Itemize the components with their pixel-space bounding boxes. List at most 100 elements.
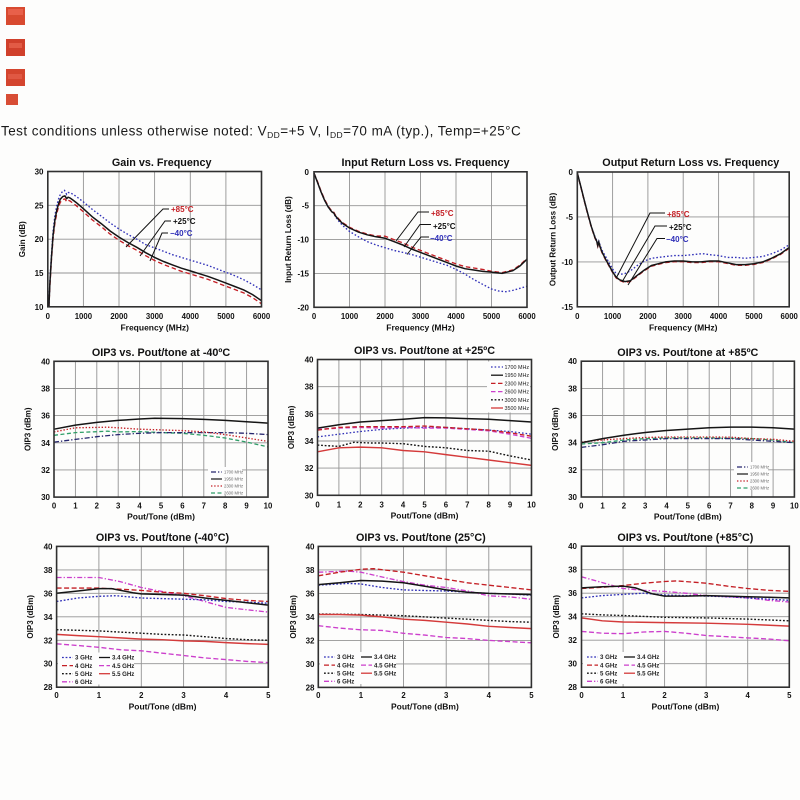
svg-text:-15: -15 — [297, 269, 309, 278]
svg-text:−40°C: −40°C — [170, 229, 193, 238]
svg-text:Pout/Tone (dBm): Pout/Tone (dBm) — [391, 511, 459, 521]
svg-text:-15: -15 — [561, 303, 573, 312]
svg-text:2: 2 — [662, 691, 667, 700]
svg-text:3 GHz: 3 GHz — [600, 654, 617, 661]
svg-text:2: 2 — [358, 501, 363, 510]
svg-text:Output Return Loss vs. Frequen: Output Return Loss vs. Frequency — [602, 157, 779, 169]
svg-text:0: 0 — [575, 312, 580, 321]
svg-text:3000 MHz: 3000 MHz — [505, 398, 530, 404]
svg-text:0: 0 — [46, 312, 51, 321]
svg-text:10: 10 — [35, 303, 44, 312]
svg-text:1: 1 — [73, 502, 78, 511]
svg-text:Test conditions unless otherwi: Test conditions unless otherwise noted: … — [1, 124, 521, 141]
svg-text:2: 2 — [622, 502, 627, 511]
svg-text:4: 4 — [401, 501, 406, 510]
svg-text:2600 MHz: 2600 MHz — [224, 491, 243, 496]
svg-text:36: 36 — [568, 412, 577, 421]
svg-text:32: 32 — [306, 636, 315, 645]
svg-text:38: 38 — [306, 566, 315, 575]
svg-text:3: 3 — [116, 502, 121, 511]
svg-text:30: 30 — [305, 491, 314, 500]
svg-text:32: 32 — [568, 636, 577, 645]
svg-text:5: 5 — [422, 501, 427, 510]
svg-text:3.4 GHz: 3.4 GHz — [637, 654, 659, 661]
svg-text:OIP3 vs. Pout/tone at +25ºC: OIP3 vs. Pout/tone at +25ºC — [354, 345, 495, 357]
svg-text:3000: 3000 — [146, 312, 164, 321]
svg-text:0: 0 — [54, 691, 59, 700]
svg-text:3: 3 — [704, 691, 709, 700]
svg-text:3: 3 — [181, 691, 186, 700]
svg-text:OIP3 vs. Pout/tone at +85ºC: OIP3 vs. Pout/tone at +85ºC — [617, 347, 758, 359]
svg-text:40: 40 — [44, 542, 53, 551]
svg-text:OIP3 (dBm): OIP3 (dBm) — [552, 595, 561, 639]
svg-text:Pout/Tone (dBm): Pout/Tone (dBm) — [651, 702, 719, 712]
svg-text:2600 MHz: 2600 MHz — [750, 486, 769, 491]
svg-text:Pout/Tone (dBm): Pout/Tone (dBm) — [391, 702, 459, 712]
svg-text:OIP3 (dBm): OIP3 (dBm) — [24, 407, 33, 451]
svg-text:4000: 4000 — [710, 312, 728, 321]
svg-text:Frequency (MHz): Frequency (MHz) — [386, 322, 455, 332]
svg-text:1950 MHz: 1950 MHz — [224, 477, 243, 482]
svg-text:3 GHz: 3 GHz — [75, 655, 92, 662]
svg-text:4: 4 — [746, 691, 751, 700]
svg-text:4: 4 — [487, 691, 492, 700]
svg-text:4000: 4000 — [447, 312, 465, 321]
svg-text:2: 2 — [139, 691, 144, 700]
svg-text:32: 32 — [305, 464, 314, 473]
svg-text:28: 28 — [306, 683, 315, 692]
svg-text:2300 MHz: 2300 MHz — [224, 484, 243, 489]
svg-text:32: 32 — [44, 636, 53, 645]
svg-text:8: 8 — [487, 501, 492, 510]
svg-text:6: 6 — [707, 502, 712, 511]
svg-text:0: 0 — [579, 691, 584, 700]
svg-text:9: 9 — [508, 501, 513, 510]
svg-text:7: 7 — [465, 501, 469, 510]
svg-text:30: 30 — [41, 493, 50, 502]
svg-text:1000: 1000 — [604, 312, 622, 321]
svg-text:0: 0 — [315, 501, 320, 510]
svg-text:Output Return Loss (dB): Output Return Loss (dB) — [549, 192, 558, 286]
svg-text:6000: 6000 — [518, 312, 536, 321]
svg-text:1700 MHz: 1700 MHz — [505, 365, 530, 371]
svg-text:1: 1 — [621, 691, 626, 700]
svg-text:6: 6 — [444, 501, 449, 510]
svg-text:1950 MHz: 1950 MHz — [505, 373, 530, 379]
svg-text:3.4 GHz: 3.4 GHz — [112, 655, 134, 662]
svg-text:36: 36 — [306, 589, 315, 598]
svg-text:5: 5 — [787, 691, 792, 700]
svg-text:0: 0 — [569, 168, 574, 177]
svg-text:34: 34 — [41, 439, 50, 448]
svg-text:OIP3 (dBm): OIP3 (dBm) — [551, 407, 560, 451]
svg-text:+85°C: +85°C — [431, 209, 454, 218]
svg-text:5 GHz: 5 GHz — [337, 670, 354, 677]
svg-text:28: 28 — [568, 683, 577, 692]
svg-text:32: 32 — [41, 466, 50, 475]
svg-text:38: 38 — [44, 566, 53, 575]
svg-text:10: 10 — [527, 501, 536, 510]
svg-text:40: 40 — [568, 542, 577, 551]
svg-text:40: 40 — [568, 357, 577, 366]
svg-text:4 GHz: 4 GHz — [600, 662, 617, 669]
svg-text:34: 34 — [44, 613, 53, 622]
svg-text:OIP3 vs. Pout/tone (+85°C): OIP3 vs. Pout/tone (+85°C) — [617, 532, 753, 544]
svg-text:Gain vs. Frequency: Gain vs. Frequency — [112, 157, 212, 169]
svg-text:40: 40 — [305, 356, 314, 365]
svg-text:10: 10 — [264, 502, 273, 511]
svg-text:1000: 1000 — [75, 312, 93, 321]
svg-text:34: 34 — [306, 613, 315, 622]
svg-text:40: 40 — [306, 542, 315, 551]
svg-text:OIP3 vs. Pout/tone at -40ºC: OIP3 vs. Pout/tone at -40ºC — [92, 347, 231, 359]
svg-text:+25°C: +25°C — [669, 223, 692, 232]
svg-text:2000: 2000 — [376, 312, 394, 321]
svg-text:Frequency (MHz): Frequency (MHz) — [649, 323, 718, 333]
svg-text:34: 34 — [568, 439, 577, 448]
svg-text:6 GHz: 6 GHz — [337, 679, 354, 686]
svg-text:15: 15 — [35, 269, 44, 278]
svg-text:Gain (dB): Gain (dB) — [18, 221, 27, 257]
svg-text:2300 MHz: 2300 MHz — [750, 479, 769, 484]
svg-text:36: 36 — [568, 589, 577, 598]
svg-text:5000: 5000 — [217, 312, 235, 321]
svg-text:6 GHz: 6 GHz — [75, 679, 92, 686]
svg-text:5 GHz: 5 GHz — [75, 671, 92, 678]
svg-text:2000: 2000 — [110, 312, 128, 321]
